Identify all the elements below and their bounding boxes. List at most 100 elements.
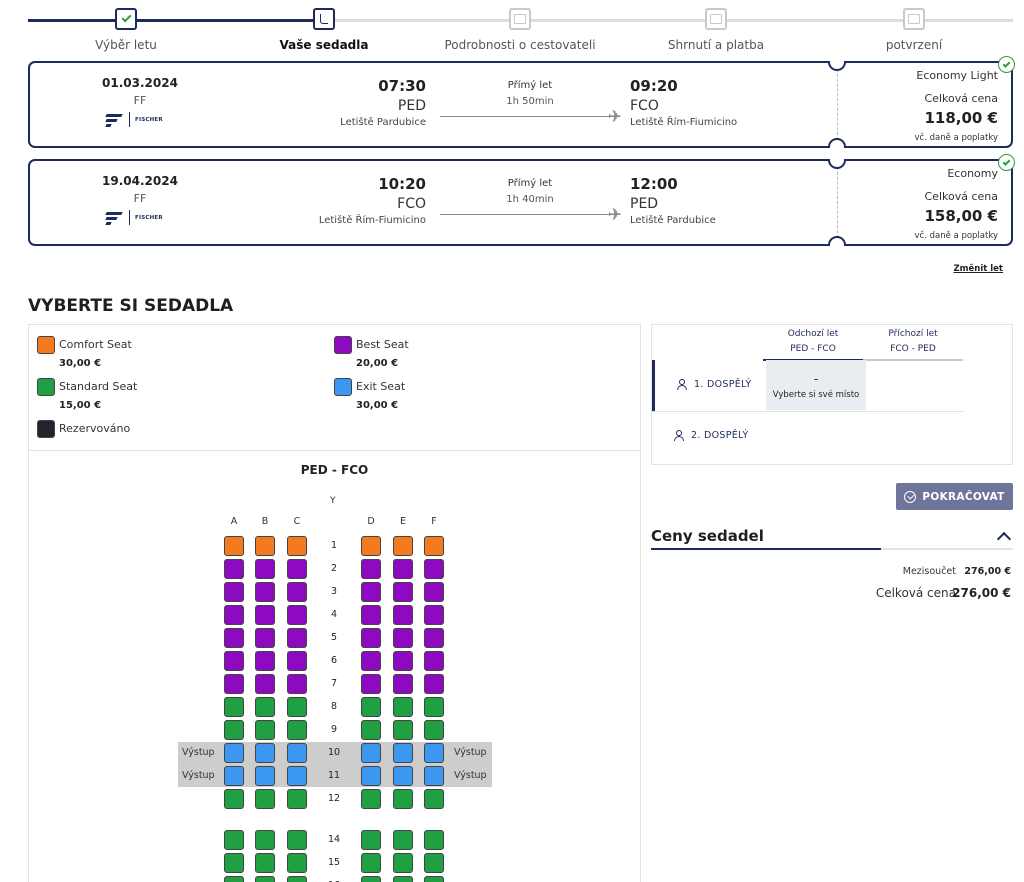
seat-8d[interactable] (361, 697, 381, 717)
seat-4d[interactable] (361, 605, 381, 625)
seat-9a[interactable] (224, 720, 244, 740)
seat-3c[interactable] (287, 582, 307, 602)
seat-1b[interactable] (255, 536, 275, 556)
seat-7f[interactable] (424, 674, 444, 694)
seat-1a[interactable] (224, 536, 244, 556)
seat-7b[interactable] (255, 674, 275, 694)
seat-8b[interactable] (255, 697, 275, 717)
step-flight-selection[interactable]: Výběr letu (36, 8, 216, 52)
seat-1c[interactable] (287, 536, 307, 556)
seat-5e[interactable] (393, 628, 413, 648)
seat-10c[interactable] (287, 743, 307, 763)
seat-12e[interactable] (393, 789, 413, 809)
seat-6c[interactable] (287, 651, 307, 671)
seat-10b[interactable] (255, 743, 275, 763)
seat-5b[interactable] (255, 628, 275, 648)
seat-1e[interactable] (393, 536, 413, 556)
seat-3f[interactable] (424, 582, 444, 602)
seat-4a[interactable] (224, 605, 244, 625)
seat-4e[interactable] (393, 605, 413, 625)
seat-5a[interactable] (224, 628, 244, 648)
legend-swatch (37, 420, 55, 438)
seat-11b[interactable] (255, 766, 275, 786)
seat-2b[interactable] (255, 559, 275, 579)
seat-7e[interactable] (393, 674, 413, 694)
seat-12d[interactable] (361, 789, 381, 809)
seat-11e[interactable] (393, 766, 413, 786)
seat-15f[interactable] (424, 853, 444, 874)
seat-4b[interactable] (255, 605, 275, 625)
seat-10f[interactable] (424, 743, 444, 763)
continue-button[interactable]: POKRAČOVAT (896, 483, 1013, 510)
seat-2c[interactable] (287, 559, 307, 579)
seat-12b[interactable] (255, 789, 275, 809)
seat-15d[interactable] (361, 853, 381, 874)
seat-6e[interactable] (393, 651, 413, 671)
seat-8c[interactable] (287, 697, 307, 717)
seat-8a[interactable] (224, 697, 244, 717)
seat-1d[interactable] (361, 536, 381, 556)
seat-7d[interactable] (361, 674, 381, 694)
seat-9f[interactable] (424, 720, 444, 740)
seat-3a[interactable] (224, 582, 244, 602)
seat-10e[interactable] (393, 743, 413, 763)
seat-16f[interactable] (424, 876, 444, 882)
seat-16d[interactable] (361, 876, 381, 882)
seat-15e[interactable] (393, 853, 413, 874)
seat-9b[interactable] (255, 720, 275, 740)
seat-1f[interactable] (424, 536, 444, 556)
seat-9c[interactable] (287, 720, 307, 740)
seat-3d[interactable] (361, 582, 381, 602)
seat-8e[interactable] (393, 697, 413, 717)
seat-14b[interactable] (255, 830, 275, 851)
seat-8f[interactable] (424, 697, 444, 717)
seat-11f[interactable] (424, 766, 444, 786)
seat-3b[interactable] (255, 582, 275, 602)
seat-3e[interactable] (393, 582, 413, 602)
passenger-row[interactable]: 2. DOSPĚLÝ (652, 411, 964, 462)
seat-2f[interactable] (424, 559, 444, 579)
seat-11c[interactable] (287, 766, 307, 786)
seat-7c[interactable] (287, 674, 307, 694)
seat-15c[interactable] (287, 853, 307, 874)
seat-12c[interactable] (287, 789, 307, 809)
seat-16c[interactable] (287, 876, 307, 882)
seat-14e[interactable] (393, 830, 413, 851)
seat-2e[interactable] (393, 559, 413, 579)
seat-14c[interactable] (287, 830, 307, 851)
seat-12a[interactable] (224, 789, 244, 809)
seat-14a[interactable] (224, 830, 244, 851)
seat-16e[interactable] (393, 876, 413, 882)
seat-6a[interactable] (224, 651, 244, 671)
change-flight-link[interactable]: Změnit let (953, 264, 1003, 274)
seat-11d[interactable] (361, 766, 381, 786)
seat-11a[interactable] (224, 766, 244, 786)
seat-6f[interactable] (424, 651, 444, 671)
seat-16b[interactable] (255, 876, 275, 882)
seat-15a[interactable] (224, 853, 244, 874)
seat-10a[interactable] (224, 743, 244, 763)
seat-2a[interactable] (224, 559, 244, 579)
seat-choice-cell[interactable]: - Vyberte si své místo (766, 360, 866, 410)
seat-2d[interactable] (361, 559, 381, 579)
seat-9d[interactable] (361, 720, 381, 740)
seat-14d[interactable] (361, 830, 381, 851)
seat-10d[interactable] (361, 743, 381, 763)
chevron-up-icon[interactable] (996, 531, 1012, 547)
seat-12f[interactable] (424, 789, 444, 809)
seat-5d[interactable] (361, 628, 381, 648)
seat-16a[interactable] (224, 876, 244, 882)
outbound-flight-tab[interactable]: Odchozí let PED - FCO (763, 329, 863, 361)
seat-14f[interactable] (424, 830, 444, 851)
seat-15b[interactable] (255, 853, 275, 874)
seat-5f[interactable] (424, 628, 444, 648)
seat-4f[interactable] (424, 605, 444, 625)
seat-6d[interactable] (361, 651, 381, 671)
seat-6b[interactable] (255, 651, 275, 671)
seat-7a[interactable] (224, 674, 244, 694)
seat-4c[interactable] (287, 605, 307, 625)
seat-5c[interactable] (287, 628, 307, 648)
return-flight-tab[interactable]: Příchozí let FCO - PED (863, 329, 963, 361)
passenger-row[interactable]: 1. DOSPĚLÝ - Vyberte si své místo (652, 360, 964, 411)
seat-9e[interactable] (393, 720, 413, 740)
